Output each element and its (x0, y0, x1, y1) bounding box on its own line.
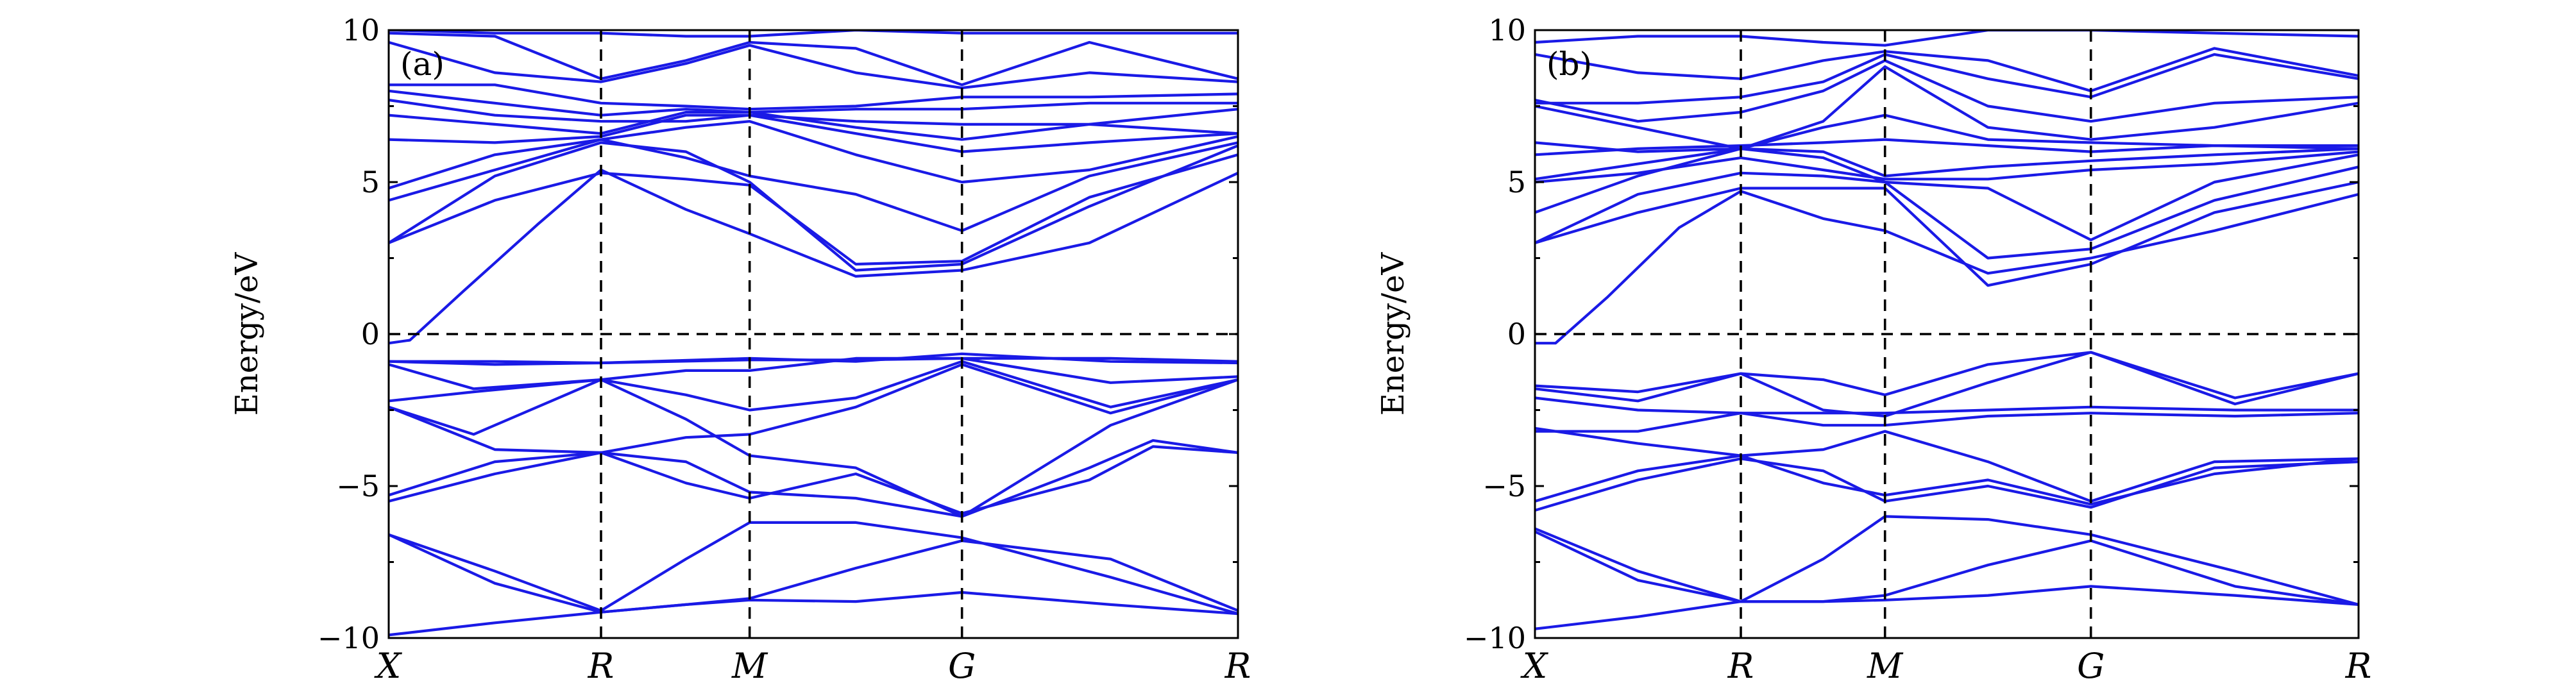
y-axis-title: Energy/eV (229, 251, 265, 416)
kpoint-label-r: R (2345, 646, 2372, 686)
band-line-14 (389, 141, 1238, 272)
band-line-20 (389, 89, 1238, 117)
band-line-19 (1535, 65, 2359, 150)
y-tick-label: −5 (336, 469, 380, 503)
band-line-9 (1535, 351, 2359, 418)
band-line-13 (1535, 165, 2359, 260)
band-line-16 (1535, 147, 2359, 181)
band-line-11 (1535, 190, 2359, 345)
y-tick-label: 5 (361, 165, 380, 199)
band-line-15 (389, 138, 1238, 232)
y-tick-label: −10 (318, 621, 380, 655)
y-tick-label: 10 (1488, 13, 1526, 47)
band-line-11 (389, 357, 1238, 366)
band-line-1 (389, 591, 1238, 637)
band-line-1 (1535, 585, 2359, 630)
y-tick-label: 5 (1507, 165, 1526, 199)
band-line-7 (389, 363, 1238, 454)
kpoint-label-x: X (374, 646, 403, 686)
band-line-12 (1535, 180, 2359, 287)
band-line-17 (1535, 138, 2359, 156)
band-line-5 (1535, 457, 2359, 512)
band-line-23 (389, 31, 1238, 87)
kpoint-label-m: M (731, 646, 768, 686)
band-line-4 (389, 445, 1238, 515)
band-line-21 (1535, 53, 2359, 105)
kpoint-label-x: X (1520, 646, 1549, 686)
band-line-3 (1535, 530, 2359, 606)
kpoint-label-g: G (948, 646, 976, 686)
kpoint-label-r: R (588, 646, 614, 686)
band-lines (389, 30, 1238, 637)
panel-tag: (b) (1546, 46, 1592, 83)
panel-b: −10 −5 0 5 10 X R M G R Energy/eV (b) (1375, 13, 2371, 686)
band-line-7 (1535, 412, 2359, 433)
kpoint-label-m: M (1867, 646, 1904, 686)
band-line-4 (1535, 454, 2359, 506)
kpoint-label-r: R (1224, 646, 1251, 686)
y-tick-label: −10 (1464, 621, 1526, 655)
band-line-16 (389, 120, 1238, 190)
band-line-10 (1535, 351, 2359, 406)
y-tick-label: −5 (1482, 469, 1526, 503)
band-line-2 (1535, 515, 2359, 606)
panel-tag: (a) (400, 46, 445, 83)
y-tick-label: 0 (361, 317, 380, 351)
band-line-5 (389, 439, 1238, 518)
kpoint-label-g: G (2077, 646, 2105, 686)
band-lines (1535, 30, 2359, 630)
band-line-15 (1535, 150, 2359, 184)
kpoint-label-r: R (1727, 646, 1754, 686)
panel-a: −10 −5 0 5 10 X R M G R Energy/eV (a) (229, 13, 1251, 686)
y-tick-label: 0 (1507, 317, 1526, 351)
y-tick-label: 10 (342, 13, 380, 47)
band-line-23 (1535, 30, 2359, 47)
band-line-9 (389, 357, 1238, 390)
y-axis-title: Energy/eV (1375, 251, 1411, 416)
band-line-12 (389, 168, 1238, 345)
band-line-22 (389, 40, 1238, 90)
band-line-8 (389, 360, 1238, 412)
band-line-8 (1535, 396, 2359, 415)
band-line-6 (1535, 426, 2359, 503)
